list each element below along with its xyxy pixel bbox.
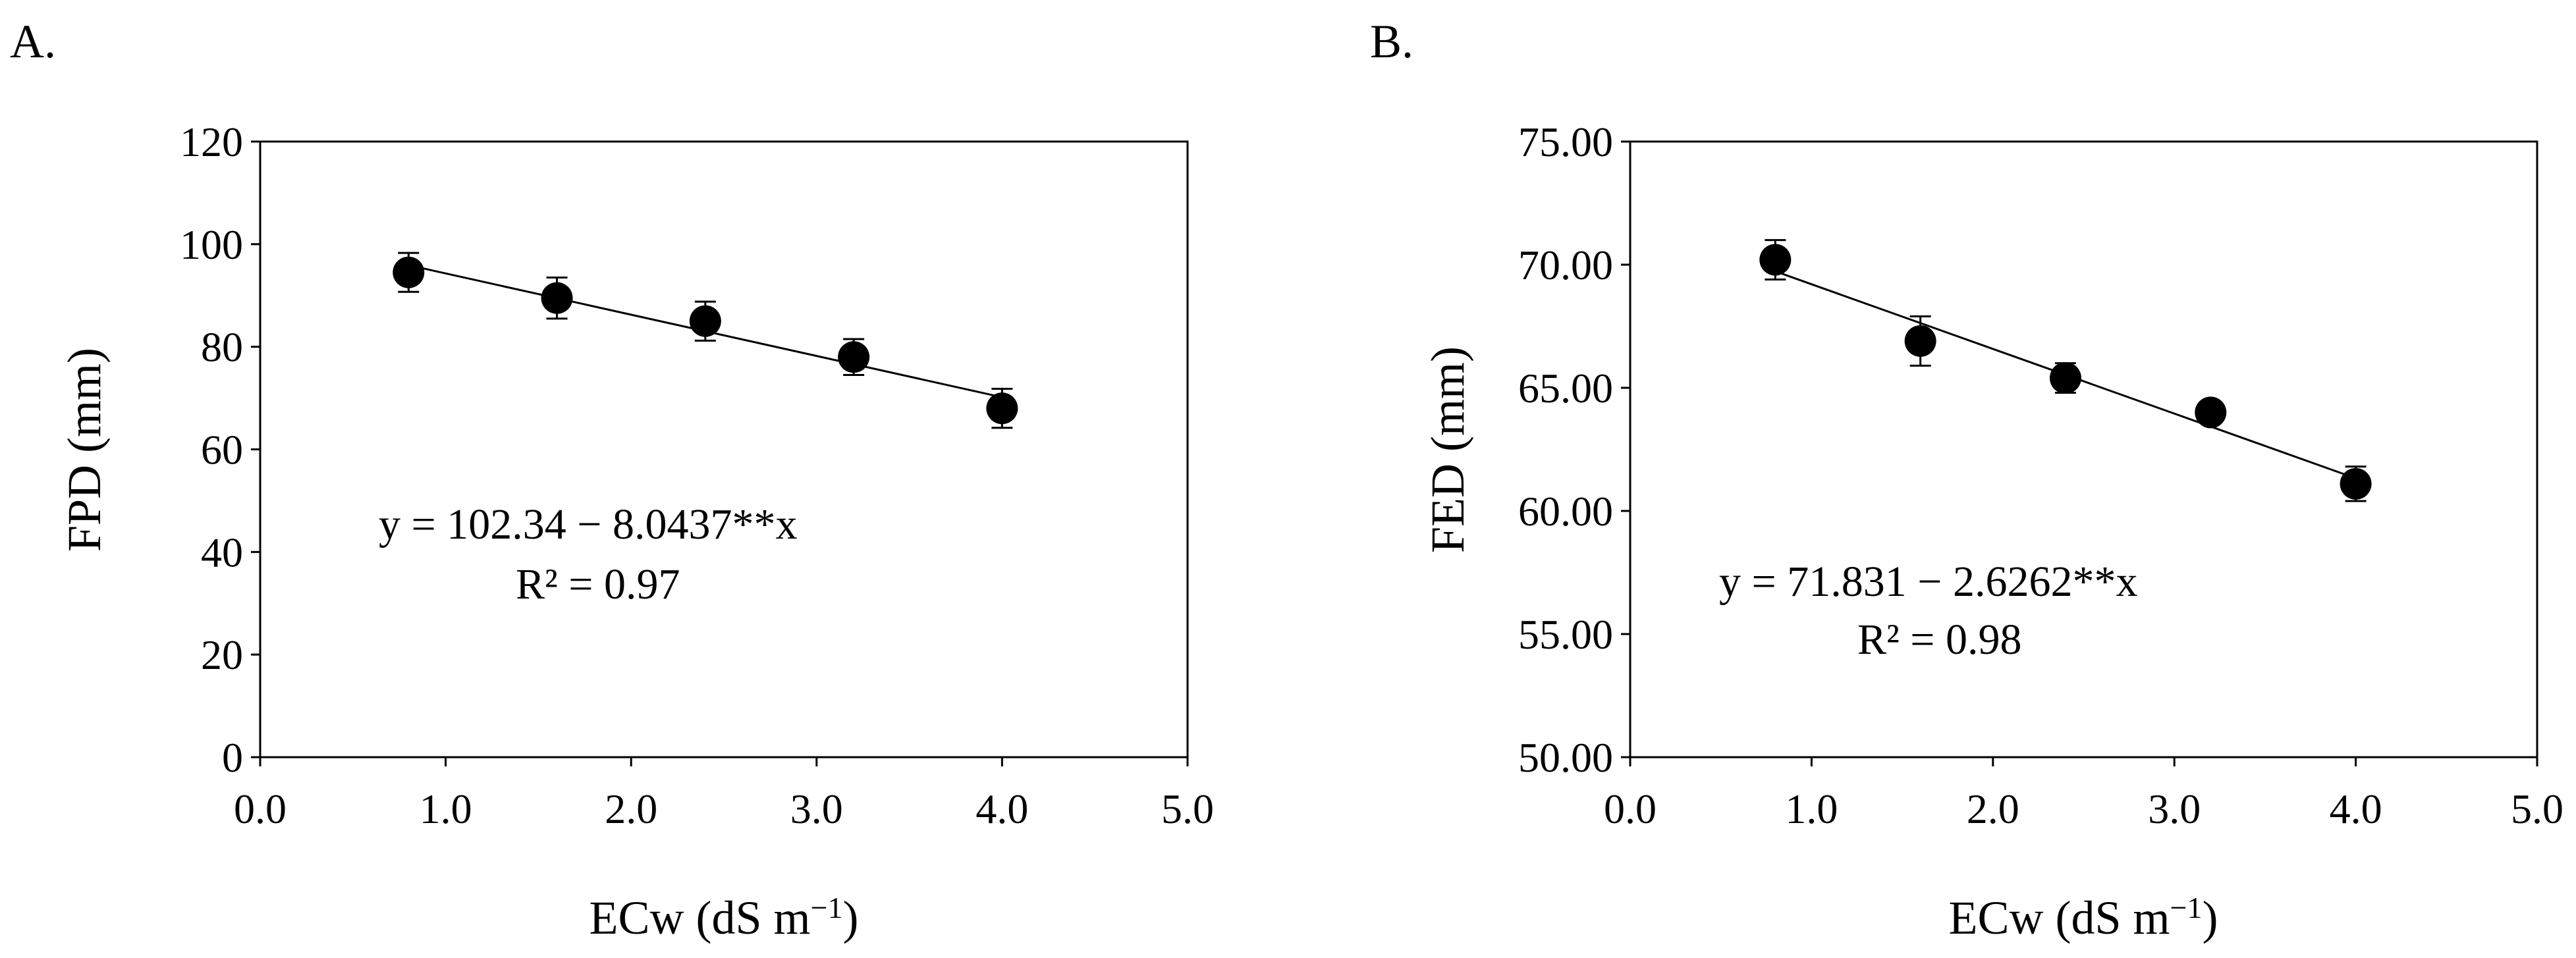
plot-frame-a bbox=[259, 140, 1189, 758]
x-tick-label-a: 5.0 bbox=[1161, 785, 1214, 832]
y-tick-label-b: 75.00 bbox=[1518, 119, 1613, 165]
r-squared-b: R² = 0.98 bbox=[1857, 616, 2022, 664]
data-point-b bbox=[2049, 362, 2081, 394]
x-tick-label-b: 0.0 bbox=[1604, 785, 1657, 832]
x-axis-label-a-end: ) bbox=[843, 891, 859, 944]
x-axis-label-b: ECw (dS m−1) bbox=[1949, 891, 2218, 944]
data-point-b bbox=[2340, 467, 2372, 500]
y-tick-label-a: 100 bbox=[180, 221, 243, 268]
y-axis-label-b: FED (mm) bbox=[1421, 346, 1474, 553]
data-point-a bbox=[689, 305, 721, 337]
x-tick-label-b: 4.0 bbox=[2330, 785, 2382, 832]
data-point-a bbox=[393, 256, 425, 288]
y-tick-label-a: 80 bbox=[201, 324, 243, 371]
y-tick-label-a: 20 bbox=[201, 631, 243, 678]
x-axis-label-a-sup: −1 bbox=[811, 891, 843, 924]
y-tick-label-a: 0 bbox=[222, 734, 243, 781]
data-point-a bbox=[986, 392, 1018, 425]
panel-label-b: B. bbox=[1370, 15, 1414, 68]
equation-b: y = 71.831 − 2.6262**x bbox=[1719, 558, 2137, 606]
panel-label-a: A. bbox=[10, 15, 56, 68]
chart-panel-b: 50.00 55.00 60.00 65.00 70.00 75.00 0.0 1.0 2.0… bbox=[1421, 119, 2563, 944]
x-tick-label-b: 3.0 bbox=[2148, 785, 2201, 832]
x-tick-label-a: 1.0 bbox=[420, 785, 472, 832]
y-tick-label-b: 65.00 bbox=[1518, 365, 1613, 412]
plot-frame-b bbox=[1629, 140, 2538, 758]
data-point-b bbox=[2195, 396, 2227, 429]
equation-a: y = 102.34 − 8.0437**x bbox=[379, 500, 797, 548]
y-tick-label-a: 60 bbox=[201, 427, 243, 473]
x-tick-label-b: 5.0 bbox=[2511, 785, 2563, 832]
x-axis-label-b-end: ) bbox=[2203, 891, 2218, 944]
y-tick-label-b: 60.00 bbox=[1518, 488, 1613, 535]
data-point-a bbox=[541, 282, 573, 314]
y-tick-label-b: 55.00 bbox=[1518, 611, 1613, 658]
data-point-b bbox=[1904, 325, 1936, 357]
x-axis-label-a: ECw (dS m−1) bbox=[589, 891, 859, 944]
r-squared-a: R² = 0.97 bbox=[516, 560, 680, 608]
x-tick-label-a: 3.0 bbox=[790, 785, 843, 832]
y-tick-label-b: 50.00 bbox=[1518, 734, 1613, 781]
x-tick-label-a: 2.0 bbox=[605, 785, 657, 832]
data-point-b bbox=[1759, 244, 1792, 276]
data-point-a bbox=[838, 341, 870, 373]
y-tick-label-a: 120 bbox=[180, 119, 243, 165]
x-tick-label-b: 1.0 bbox=[1785, 785, 1838, 832]
x-axis-label-b-text: ECw (dS m bbox=[1949, 891, 2170, 944]
y-tick-label-b: 70.00 bbox=[1518, 242, 1613, 288]
chart-panel-a: 0 20 40 60 80 100 120 0.0 1.0 2.0 3.0 4.0 5.0 y = 1… bbox=[58, 119, 1214, 944]
x-axis-label-b-sup: −1 bbox=[2170, 891, 2203, 924]
x-tick-label-a: 0.0 bbox=[234, 785, 287, 832]
y-tick-label-a: 40 bbox=[201, 529, 243, 575]
x-axis-label-a-text: ECw (dS m bbox=[589, 891, 811, 944]
x-tick-label-a: 4.0 bbox=[975, 785, 1028, 832]
x-tick-label-b: 2.0 bbox=[1967, 785, 2019, 832]
y-axis-label-a: FPD (mm) bbox=[58, 348, 111, 552]
